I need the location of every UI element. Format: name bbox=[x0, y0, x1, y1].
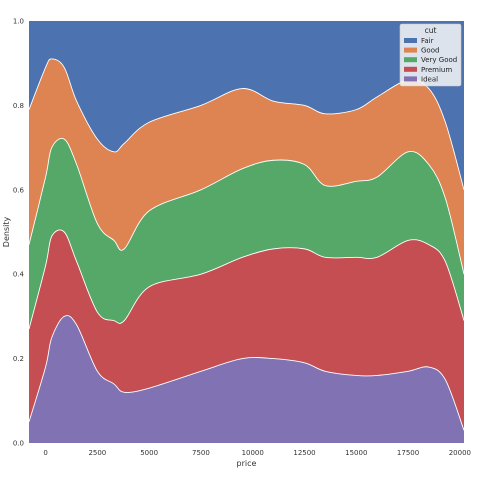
x-axis-label: price bbox=[237, 459, 257, 468]
boundary-line-premium bbox=[28, 229, 465, 330]
y-tick-label: 0.2 bbox=[13, 355, 24, 363]
boundary-line-very-good bbox=[28, 137, 465, 275]
y-tick-label: 0.0 bbox=[13, 440, 24, 448]
x-tick-label: 20000 bbox=[449, 449, 471, 457]
boundary-line-ideal bbox=[28, 315, 465, 431]
y-tick-label: 1.0 bbox=[13, 18, 24, 26]
y-tick-label: 0.8 bbox=[13, 102, 24, 110]
legend-label-premium: Premium bbox=[421, 66, 452, 74]
legend-swatch-good bbox=[404, 47, 417, 53]
stacked-areas bbox=[28, 21, 465, 443]
legend-label-very-good: Very Good bbox=[421, 56, 457, 64]
legend-swatch-premium bbox=[404, 66, 417, 72]
legend-title: cut bbox=[425, 26, 437, 35]
x-tick-label: 15000 bbox=[345, 449, 367, 457]
x-tick-label: 12500 bbox=[293, 449, 315, 457]
area-ideal bbox=[29, 315, 464, 443]
x-tick-label: 5000 bbox=[140, 449, 158, 457]
legend-swatch-ideal bbox=[404, 76, 417, 82]
x-tick-label: 17500 bbox=[397, 449, 419, 457]
x-tick-label: 2500 bbox=[88, 449, 106, 457]
y-axis-label: Density bbox=[2, 217, 11, 248]
legend-swatch-fair bbox=[404, 38, 417, 43]
legend-swatch-very-good bbox=[404, 57, 417, 63]
legend-label-ideal: Ideal bbox=[421, 75, 438, 83]
x-tick-label: 0 bbox=[43, 449, 47, 457]
x-axis-ticks: 0 2500 5000 7500 10000 12500 15000 17500 20000 bbox=[43, 449, 471, 457]
x-tick-label: 10000 bbox=[242, 449, 264, 457]
y-tick-label: 0.6 bbox=[13, 186, 25, 194]
legend-label-good: Good bbox=[421, 47, 439, 55]
legend-label-fair: Fair bbox=[421, 37, 434, 45]
y-tick-label: 0.4 bbox=[13, 271, 25, 279]
x-tick-label: 7500 bbox=[192, 449, 210, 457]
y-axis-ticks: 0.0 0.2 0.4 0.6 0.8 1.0 bbox=[13, 18, 25, 448]
